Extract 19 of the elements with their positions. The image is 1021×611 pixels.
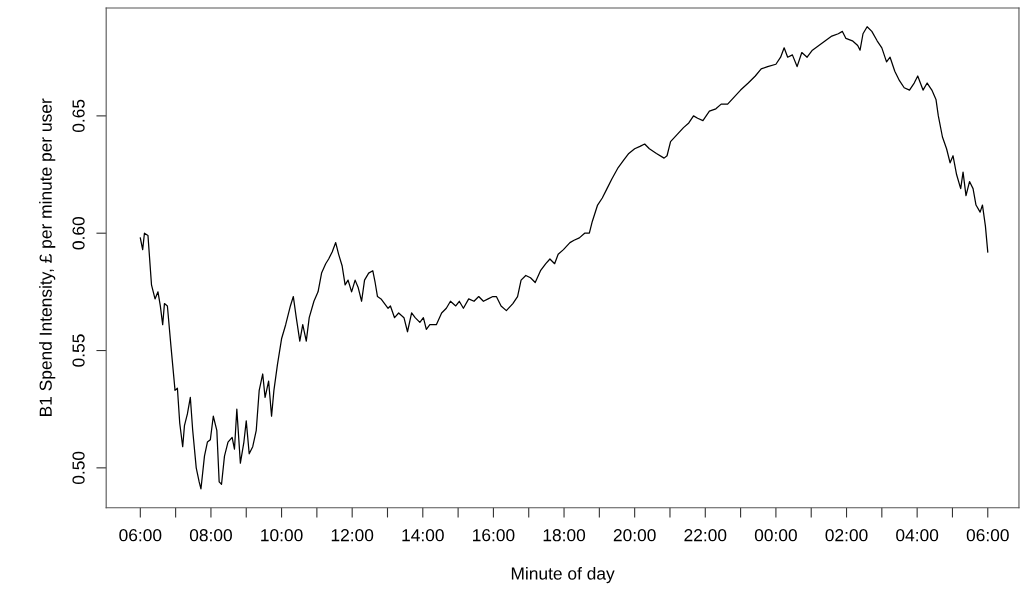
y-tick-label: 0.60: [72, 216, 85, 250]
x-axis-title: Minute of day: [511, 566, 615, 584]
x-tick-label: 16:00: [473, 529, 515, 542]
x-tick-label: 14:00: [402, 529, 444, 542]
y-tick-label: 0.50: [72, 451, 85, 485]
x-tick-label: 04:00: [896, 529, 939, 542]
x-tick-label: 18:00: [543, 529, 586, 542]
y-axis-title: B1 Spend Intensity, £ per minute per user: [39, 98, 56, 416]
x-tick-label: 02:00: [825, 529, 868, 542]
x-tick-label: 22:00: [684, 529, 727, 542]
x-tick-label: 06:00: [966, 529, 1009, 542]
x-tick-label: 00:00: [754, 529, 797, 542]
x-tick-label: 06:00: [119, 529, 162, 542]
x-tick-label: 12:00: [331, 529, 374, 542]
y-tick-label: 0.55: [72, 334, 85, 367]
y-tick-label: 0.65: [72, 99, 85, 133]
x-tick-label: 08:00: [189, 529, 232, 542]
x-tick-label: 10:00: [261, 529, 303, 542]
x-tick-label: 20:00: [613, 529, 656, 542]
